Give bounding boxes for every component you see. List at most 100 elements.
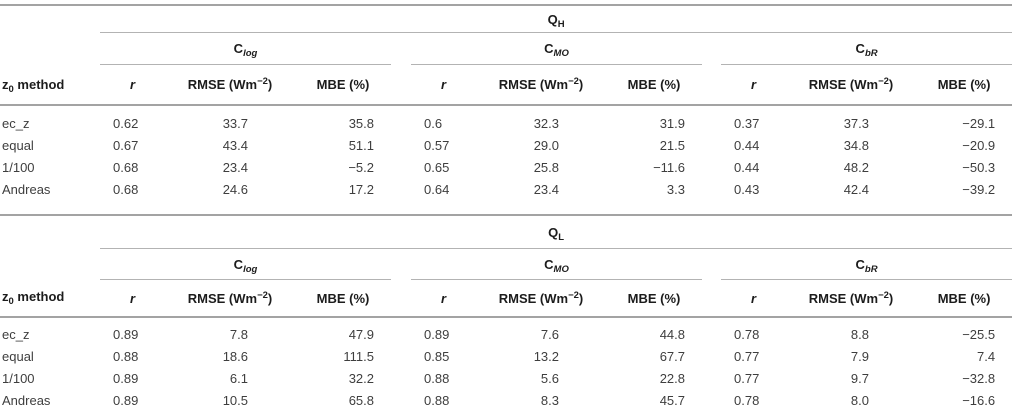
value-rmse: 33.7 bbox=[222, 115, 248, 131]
value-r: 0.57 bbox=[424, 137, 450, 153]
group-subscript: log bbox=[243, 48, 258, 59]
value-mbe: 47.9 bbox=[348, 326, 374, 342]
value-mbe: 31.9 bbox=[659, 115, 685, 131]
spacer-cell bbox=[702, 178, 721, 214]
value-mbe: −39.2 bbox=[962, 181, 996, 197]
group-subscript: bR bbox=[864, 263, 878, 275]
rmse-header-text: RMSE (Wm bbox=[498, 77, 569, 92]
group-header-row: z0 method Clog CMO CbR bbox=[0, 248, 1012, 318]
spacer-cell bbox=[391, 317, 411, 345]
rmse-column-header: RMSE (Wm−2) bbox=[476, 64, 606, 106]
mbe-column-header: MBE (%) bbox=[916, 279, 1012, 318]
value-rmse: 37.3 bbox=[843, 115, 869, 131]
value-r: 0.67 bbox=[113, 137, 139, 153]
group-subscript: MO bbox=[553, 48, 569, 59]
method-header-rest: method bbox=[13, 77, 65, 92]
value-rmse: 7.9 bbox=[850, 348, 869, 364]
spacer-cell bbox=[391, 367, 411, 389]
table-row: Andreas 0.89 10.5 65.8 0.88 8.3 45.7 0.78 8.0 −16… bbox=[0, 389, 1012, 411]
group-subscript: bR bbox=[864, 48, 878, 59]
value-mbe: 22.8 bbox=[659, 370, 685, 386]
value-r: 0.88 bbox=[424, 370, 450, 386]
group-header-cmo: CMO bbox=[411, 248, 702, 280]
value-rmse: 24.6 bbox=[222, 181, 248, 197]
group-header-cmo: CMO bbox=[411, 32, 702, 65]
row-method-label: ec_z bbox=[2, 326, 30, 342]
value-r: 0.6 bbox=[424, 115, 443, 131]
group-symbol: C bbox=[855, 41, 865, 56]
spacer-cell bbox=[702, 249, 721, 280]
group-symbol: C bbox=[544, 256, 554, 272]
value-rmse: 7.6 bbox=[540, 326, 559, 342]
value-mbe: −5.2 bbox=[348, 159, 374, 175]
spacer-cell bbox=[391, 178, 411, 214]
value-rmse: 9.7 bbox=[850, 370, 869, 386]
spacer-cell bbox=[702, 367, 721, 389]
r-column-header: r bbox=[721, 64, 786, 106]
spacer-cell bbox=[702, 279, 721, 318]
value-rmse: 29.0 bbox=[533, 137, 559, 153]
rmse-header-text: RMSE (Wm bbox=[498, 290, 569, 306]
value-mbe: 65.8 bbox=[348, 392, 374, 408]
spacer-cell bbox=[702, 345, 721, 367]
rmse-column-header: RMSE (Wm−2) bbox=[165, 279, 295, 318]
qh-table-body: ec_z 0.62 33.7 35.8 0.6 32.3 31.9 0.37 37.3 −29.1… bbox=[0, 105, 1012, 214]
spacer-cell bbox=[391, 64, 411, 106]
group-header-cbr: CbR bbox=[721, 248, 1012, 280]
value-rmse: 13.2 bbox=[533, 348, 559, 364]
value-rmse: 8.8 bbox=[850, 326, 869, 342]
value-r: 0.37 bbox=[734, 115, 760, 131]
group-header-cbr: CbR bbox=[721, 32, 1012, 65]
row-method-label: ec_z bbox=[2, 115, 30, 131]
value-rmse: 8.3 bbox=[540, 392, 559, 408]
value-r: 0.62 bbox=[113, 115, 139, 131]
table-row: equal 0.67 43.4 51.1 0.57 29.0 21.5 0.44 34.8 −20… bbox=[0, 134, 1012, 156]
spacer-cell bbox=[391, 156, 411, 178]
value-rmse: 6.1 bbox=[229, 370, 248, 386]
group-symbol: C bbox=[855, 256, 865, 272]
rmse-header-text: RMSE (Wm bbox=[808, 290, 879, 306]
rmse-column-header: RMSE (Wm−2) bbox=[165, 64, 295, 106]
rmse-header-exponent: −2 bbox=[878, 76, 889, 87]
value-mbe: 51.1 bbox=[348, 137, 374, 153]
group-header-clog: Clog bbox=[100, 248, 391, 280]
row-method-label: Andreas bbox=[2, 181, 51, 197]
r-column-header: r bbox=[411, 64, 476, 106]
rmse-header-close: ) bbox=[888, 77, 894, 92]
value-rmse: 48.2 bbox=[843, 159, 869, 175]
value-r: 0.68 bbox=[113, 181, 139, 197]
value-r: 0.88 bbox=[113, 348, 139, 364]
rmse-column-header: RMSE (Wm−2) bbox=[786, 279, 916, 318]
spacer-cell bbox=[702, 389, 721, 411]
rmse-header-close: ) bbox=[578, 77, 584, 92]
rmse-header-exponent: −2 bbox=[257, 289, 268, 301]
flux-subscript: H bbox=[557, 18, 565, 30]
value-rmse: 18.6 bbox=[222, 348, 248, 364]
rmse-header-close: ) bbox=[578, 290, 584, 306]
value-r: 0.85 bbox=[424, 348, 450, 364]
value-mbe: −32.8 bbox=[962, 370, 996, 386]
table-row: 1/100 0.89 6.1 32.2 0.88 5.6 22.8 0.77 9.7 −32.8 bbox=[0, 367, 1012, 389]
column-header-row: r RMSE (Wm−2) MBE (%) r RMSE (Wm−2) MBE … bbox=[0, 64, 1012, 106]
value-r: 0.64 bbox=[424, 181, 450, 197]
spacer-cell bbox=[702, 64, 721, 106]
value-r: 0.88 bbox=[424, 392, 450, 408]
ql-table: QL z0 method Clog CMO CbR r RMSE (Wm−2) … bbox=[0, 214, 1012, 411]
value-mbe: −25.5 bbox=[962, 326, 996, 342]
table-row: 1/100 0.68 23.4 −5.2 0.65 25.8 −11.6 0.44 48.2 −5… bbox=[0, 156, 1012, 178]
spacer-cell bbox=[702, 33, 721, 65]
method-header-base: z bbox=[2, 289, 9, 304]
table-row: ec_z 0.89 7.8 47.9 0.89 7.6 44.8 0.78 8.8 −25.5 bbox=[0, 317, 1012, 345]
value-mbe: 7.4 bbox=[977, 348, 996, 364]
value-rmse: 23.4 bbox=[222, 159, 248, 175]
value-mbe: 44.8 bbox=[659, 326, 685, 342]
mbe-column-header: MBE (%) bbox=[606, 279, 702, 318]
rmse-header-exponent: −2 bbox=[878, 289, 889, 301]
method-header-sub: 0 bbox=[8, 84, 14, 95]
group-header-row: z0 method Clog CMO CbR bbox=[0, 32, 1012, 106]
value-r: 0.44 bbox=[734, 159, 760, 175]
flux-header-qh: QH bbox=[100, 5, 1012, 33]
method-header-rest: method bbox=[13, 289, 65, 304]
rmse-header-close: ) bbox=[267, 77, 273, 92]
